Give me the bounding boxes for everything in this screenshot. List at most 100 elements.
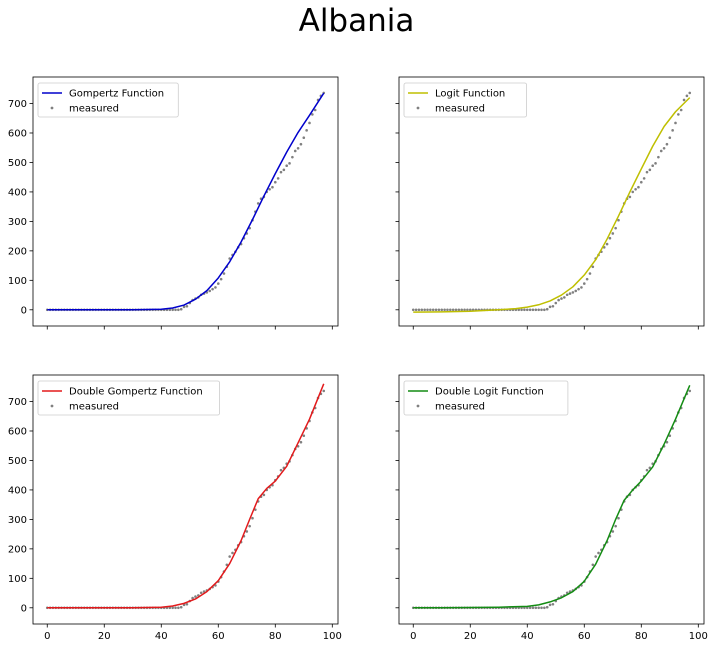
measured-point bbox=[528, 606, 532, 610]
legend-point-swatch bbox=[416, 106, 420, 110]
fit-line bbox=[413, 385, 691, 609]
y-tick-label: 500 bbox=[8, 456, 27, 467]
y-tick-label: 100 bbox=[8, 574, 27, 585]
measured-point bbox=[577, 287, 580, 291]
measured-point bbox=[540, 308, 543, 312]
measured-point bbox=[540, 606, 543, 610]
measured-point bbox=[585, 277, 589, 281]
legend-fit-label: Double Logit Function bbox=[435, 387, 544, 398]
legend: Double Gompertz Function measured bbox=[37, 380, 221, 416]
measured-point bbox=[639, 180, 643, 184]
measured-point bbox=[168, 308, 172, 312]
measured-point bbox=[414, 308, 418, 312]
measured-point bbox=[674, 121, 677, 125]
measured-point bbox=[185, 304, 189, 308]
measured-point bbox=[557, 298, 560, 302]
measured-point bbox=[617, 516, 620, 520]
measured-point bbox=[614, 524, 617, 528]
measured-point bbox=[637, 185, 640, 189]
x-tick-label: 20 bbox=[98, 631, 111, 642]
fit-line bbox=[47, 92, 325, 311]
measured-point bbox=[417, 308, 421, 312]
measured-point bbox=[517, 308, 521, 312]
measured-point bbox=[665, 440, 669, 444]
axes-frame bbox=[398, 374, 705, 625]
measured-point bbox=[588, 272, 592, 275]
axes-frame bbox=[398, 76, 705, 327]
measured-point bbox=[231, 551, 234, 555]
measured-point bbox=[534, 308, 538, 312]
measured-point bbox=[457, 308, 461, 312]
measured-point bbox=[520, 308, 523, 312]
fit-line bbox=[47, 383, 325, 609]
measured-point bbox=[551, 602, 555, 606]
y-tick-label: 600 bbox=[8, 426, 27, 437]
y-tick-label: 200 bbox=[8, 544, 27, 555]
measured-point bbox=[256, 202, 260, 205]
measured-point bbox=[291, 155, 294, 159]
measured-point bbox=[665, 142, 669, 146]
measured-point bbox=[199, 591, 203, 595]
measured-point bbox=[548, 305, 552, 309]
measured-point bbox=[608, 236, 612, 240]
measured-point bbox=[614, 226, 617, 230]
measured-point bbox=[545, 605, 549, 609]
measured-point bbox=[262, 493, 266, 497]
measured-point bbox=[551, 304, 555, 308]
measured-point bbox=[182, 305, 186, 309]
measured-point bbox=[628, 195, 632, 199]
measured-point bbox=[171, 308, 174, 312]
measured-point bbox=[179, 307, 183, 311]
measured-point bbox=[251, 516, 254, 520]
measured-point bbox=[543, 606, 546, 610]
measured-point bbox=[420, 308, 424, 312]
legend-point-swatch bbox=[50, 106, 54, 110]
x-tick-label: 0 bbox=[44, 631, 50, 642]
x-tick-label: 80 bbox=[635, 631, 648, 642]
measured-point bbox=[531, 308, 535, 312]
measured-point bbox=[446, 308, 449, 312]
measured-point bbox=[296, 147, 300, 150]
measured-point bbox=[211, 287, 214, 291]
measured-point bbox=[299, 440, 303, 444]
measured-point bbox=[617, 218, 620, 222]
measured-point bbox=[685, 94, 689, 98]
legend: Gompertz Function measured bbox=[37, 82, 179, 118]
x-tick-label: 20 bbox=[464, 631, 477, 642]
measured-point bbox=[429, 308, 432, 312]
legend-measured-label: measured bbox=[69, 104, 119, 115]
measured-point bbox=[216, 282, 220, 285]
y-tick-label: 300 bbox=[8, 217, 27, 228]
y-tick-label: 100 bbox=[8, 276, 27, 287]
measured-point bbox=[466, 308, 469, 312]
measured-point bbox=[688, 389, 692, 393]
measured-point bbox=[276, 177, 280, 180]
measured-point bbox=[525, 606, 529, 610]
measured-point bbox=[225, 563, 229, 567]
measured-points bbox=[45, 389, 326, 610]
legend-box bbox=[403, 82, 527, 118]
measured-point bbox=[688, 91, 692, 95]
measured-point bbox=[293, 149, 297, 153]
measured-point bbox=[185, 602, 189, 606]
measured-point bbox=[574, 289, 578, 293]
measured-point bbox=[597, 551, 600, 555]
measured-point bbox=[313, 108, 317, 112]
measured-point bbox=[460, 308, 464, 312]
measured-point bbox=[605, 242, 609, 246]
measured-point bbox=[434, 308, 438, 312]
measured-point bbox=[168, 606, 172, 610]
measured-point bbox=[591, 265, 595, 269]
measured-point bbox=[219, 277, 223, 281]
measured-point bbox=[537, 606, 540, 610]
measured-point bbox=[454, 308, 458, 312]
measured-point bbox=[651, 164, 654, 167]
measured-points bbox=[411, 389, 692, 610]
measured-point bbox=[648, 466, 652, 470]
measured-point bbox=[214, 286, 217, 289]
measured-point bbox=[671, 129, 674, 132]
measured-point bbox=[177, 308, 180, 312]
x-tick-label: 0 bbox=[410, 631, 416, 642]
